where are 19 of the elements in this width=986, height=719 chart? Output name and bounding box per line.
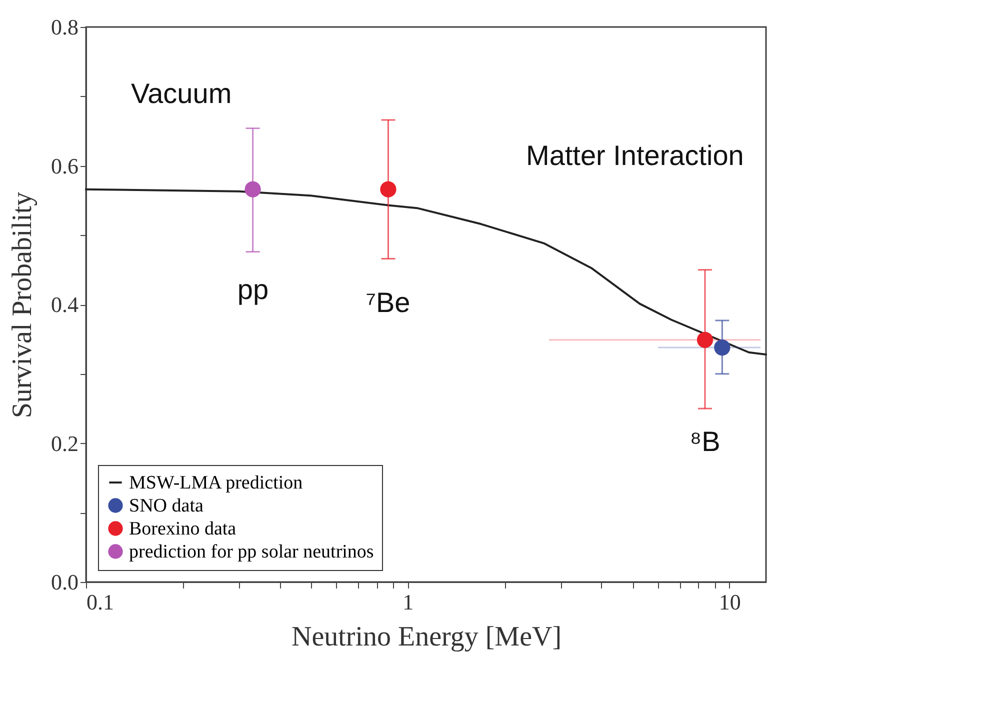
y-tick-label: 0.0 [51, 570, 78, 594]
legend-label: Borexino data [129, 518, 237, 540]
x-tick-label: 1 [402, 590, 414, 614]
annotation: pp [237, 274, 269, 305]
y-tick-label: 0.6 [51, 153, 78, 178]
x-tick-label: 10 [718, 590, 741, 614]
legend-label: MSW-LMA prediction [129, 472, 304, 494]
annotation: Vacuum [131, 78, 232, 109]
y-axis-title: Survival Probability [7, 192, 38, 418]
legend-label: SNO data [129, 496, 204, 516]
x-axis-title: Neutrino Energy [MeV] [291, 622, 562, 652]
y-tick-label: 0.2 [51, 430, 78, 456]
legend-label: prediction for pp solar neutrinos [129, 542, 374, 562]
annotation: ⁸B [690, 426, 720, 457]
y-tick-label: 0.8 [51, 14, 78, 40]
annotation: ⁷Be [366, 287, 410, 318]
annotation: Matter Interaction [526, 140, 744, 171]
x-tick-label: 0.1 [86, 590, 114, 614]
y-tick-label: 0.4 [51, 292, 78, 317]
